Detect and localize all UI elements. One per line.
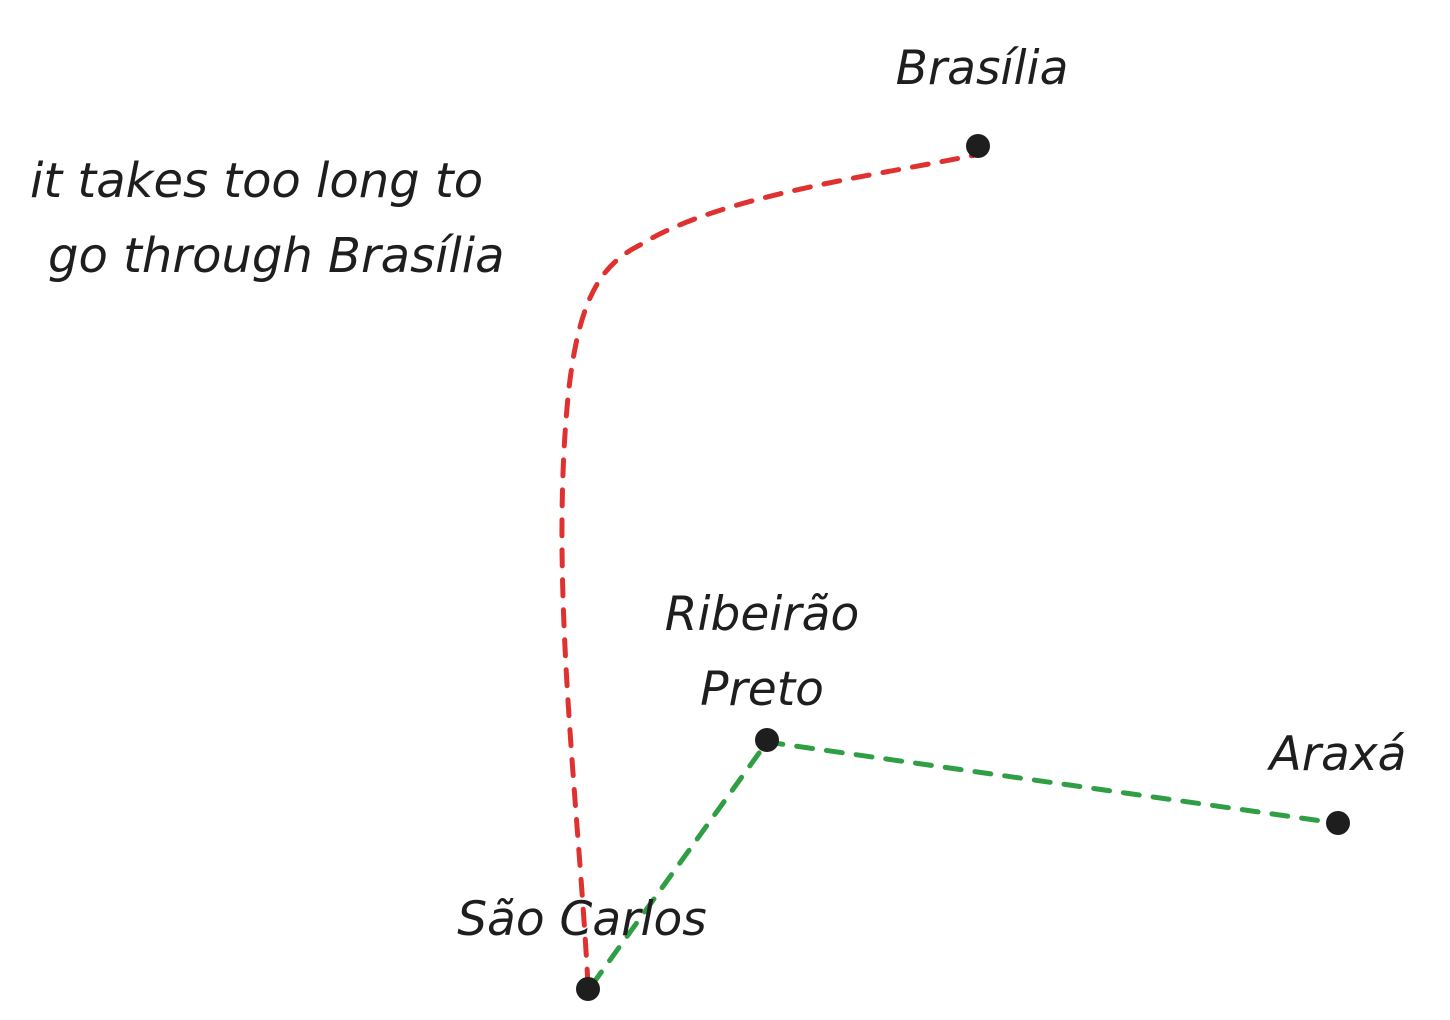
label-brasilia: Brasília	[896, 41, 1069, 96]
label-sao-carlos: São Carlos	[457, 892, 707, 947]
node-ribeirao-preto	[755, 728, 779, 752]
route-sao-carlos-ribeirao-preto	[589, 739, 770, 988]
label-ribeirao-line2: Preto	[700, 662, 824, 717]
node-brasilia	[966, 134, 990, 158]
label-ribeirao-line1: Ribeirão	[665, 587, 859, 642]
node-sao-carlos	[576, 977, 600, 1001]
route-sao-carlos-brasilia	[559, 152, 978, 988]
label-araxa: Araxá	[1267, 727, 1407, 782]
annotation-line1: it takes too long to	[30, 153, 483, 209]
annotation-line2: go through Brasília	[48, 228, 505, 284]
route-ribeirao-preto-araxa	[764, 739, 1339, 826]
node-araxa	[1326, 811, 1350, 835]
